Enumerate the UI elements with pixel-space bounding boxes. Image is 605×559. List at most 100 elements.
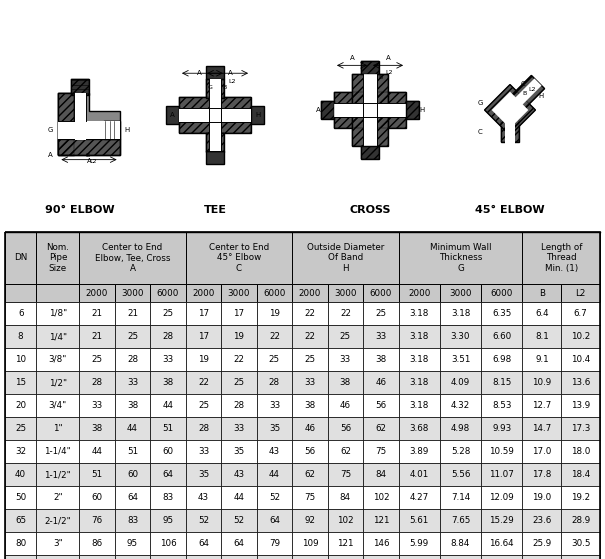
Text: L2: L2 (89, 159, 97, 164)
Text: 7.65: 7.65 (451, 516, 470, 525)
Bar (36, 417, 79, 440)
Bar (206, 151, 224, 164)
Bar (221, 371, 257, 394)
Bar (36, 440, 79, 463)
Bar (352, 74, 388, 146)
Text: 121: 121 (373, 516, 389, 525)
Bar (221, 284, 257, 302)
Text: 44: 44 (234, 493, 244, 502)
Text: 62: 62 (340, 447, 351, 456)
Bar (406, 101, 419, 120)
Text: 44: 44 (91, 447, 102, 456)
Text: 14.7: 14.7 (532, 424, 551, 433)
Bar (363, 394, 399, 417)
Text: 46: 46 (304, 424, 315, 433)
Text: 28: 28 (162, 332, 174, 341)
Bar (523, 232, 600, 284)
Bar (257, 486, 292, 509)
Text: 15: 15 (15, 378, 26, 387)
Bar (257, 532, 292, 555)
Text: CROSS: CROSS (349, 205, 391, 215)
Text: 38: 38 (304, 401, 316, 410)
Text: 43: 43 (234, 470, 244, 479)
Bar (321, 101, 334, 120)
Bar (79, 394, 115, 417)
Bar (292, 417, 328, 440)
Bar (485, 84, 535, 135)
Bar (399, 509, 440, 532)
Text: 6000: 6000 (491, 288, 513, 297)
Bar (440, 486, 481, 509)
Text: 5.99: 5.99 (410, 539, 429, 548)
Text: 60: 60 (127, 470, 138, 479)
Text: 50: 50 (15, 493, 26, 502)
Bar (508, 75, 544, 112)
Bar (257, 394, 292, 417)
Text: 33: 33 (162, 355, 174, 364)
Bar (5, 348, 36, 371)
Text: C: C (478, 129, 483, 135)
Text: 43: 43 (198, 493, 209, 502)
Text: 8.15: 8.15 (492, 378, 511, 387)
Text: 146: 146 (373, 539, 389, 548)
Text: 2000: 2000 (299, 288, 321, 297)
Bar (36, 555, 79, 559)
Bar (79, 371, 115, 394)
Text: 62: 62 (375, 424, 387, 433)
Text: H: H (539, 93, 544, 98)
Text: 56: 56 (304, 447, 315, 456)
Bar (179, 108, 251, 122)
Text: 17.3: 17.3 (571, 424, 590, 433)
Text: 17.0: 17.0 (532, 447, 552, 456)
Bar (561, 509, 600, 532)
Bar (523, 440, 561, 463)
Text: 2000: 2000 (192, 288, 215, 297)
Bar (115, 417, 150, 440)
Bar (59, 93, 74, 155)
Bar (481, 486, 523, 509)
Text: 1": 1" (53, 424, 63, 433)
Bar (5, 417, 36, 440)
Bar (561, 486, 600, 509)
Text: 3000: 3000 (227, 288, 250, 297)
Text: 60: 60 (91, 493, 103, 502)
Text: 84: 84 (340, 493, 351, 502)
Bar (363, 463, 399, 486)
Text: 12.09: 12.09 (489, 493, 514, 502)
Text: 6: 6 (18, 309, 24, 318)
Bar (292, 325, 328, 348)
Text: 22: 22 (304, 309, 315, 318)
Bar (221, 463, 257, 486)
Text: 38: 38 (91, 424, 103, 433)
Text: 2000: 2000 (86, 288, 108, 297)
Text: A: A (350, 55, 355, 61)
Bar (363, 325, 399, 348)
Text: 121: 121 (337, 539, 354, 548)
Bar (481, 417, 523, 440)
Bar (5, 532, 36, 555)
Text: A: A (316, 107, 321, 113)
Bar (79, 417, 115, 440)
Text: 60: 60 (162, 447, 174, 456)
Bar (399, 532, 440, 555)
Text: 6000: 6000 (263, 288, 286, 297)
Bar (150, 509, 186, 532)
Bar (36, 394, 79, 417)
Bar (361, 146, 379, 159)
Text: B: B (539, 288, 545, 297)
Bar (481, 463, 523, 486)
Bar (257, 302, 292, 325)
Text: 10.9: 10.9 (532, 378, 551, 387)
Text: 17.8: 17.8 (532, 470, 552, 479)
Bar (399, 440, 440, 463)
Text: 84: 84 (375, 470, 387, 479)
Bar (209, 79, 221, 151)
Bar (399, 232, 523, 284)
Text: 22: 22 (198, 378, 209, 387)
Text: 28: 28 (91, 378, 103, 387)
Text: 3.18: 3.18 (410, 378, 429, 387)
Bar (186, 555, 221, 559)
Bar (59, 121, 120, 139)
Text: 5.28: 5.28 (451, 447, 470, 456)
Text: 25: 25 (15, 424, 26, 433)
